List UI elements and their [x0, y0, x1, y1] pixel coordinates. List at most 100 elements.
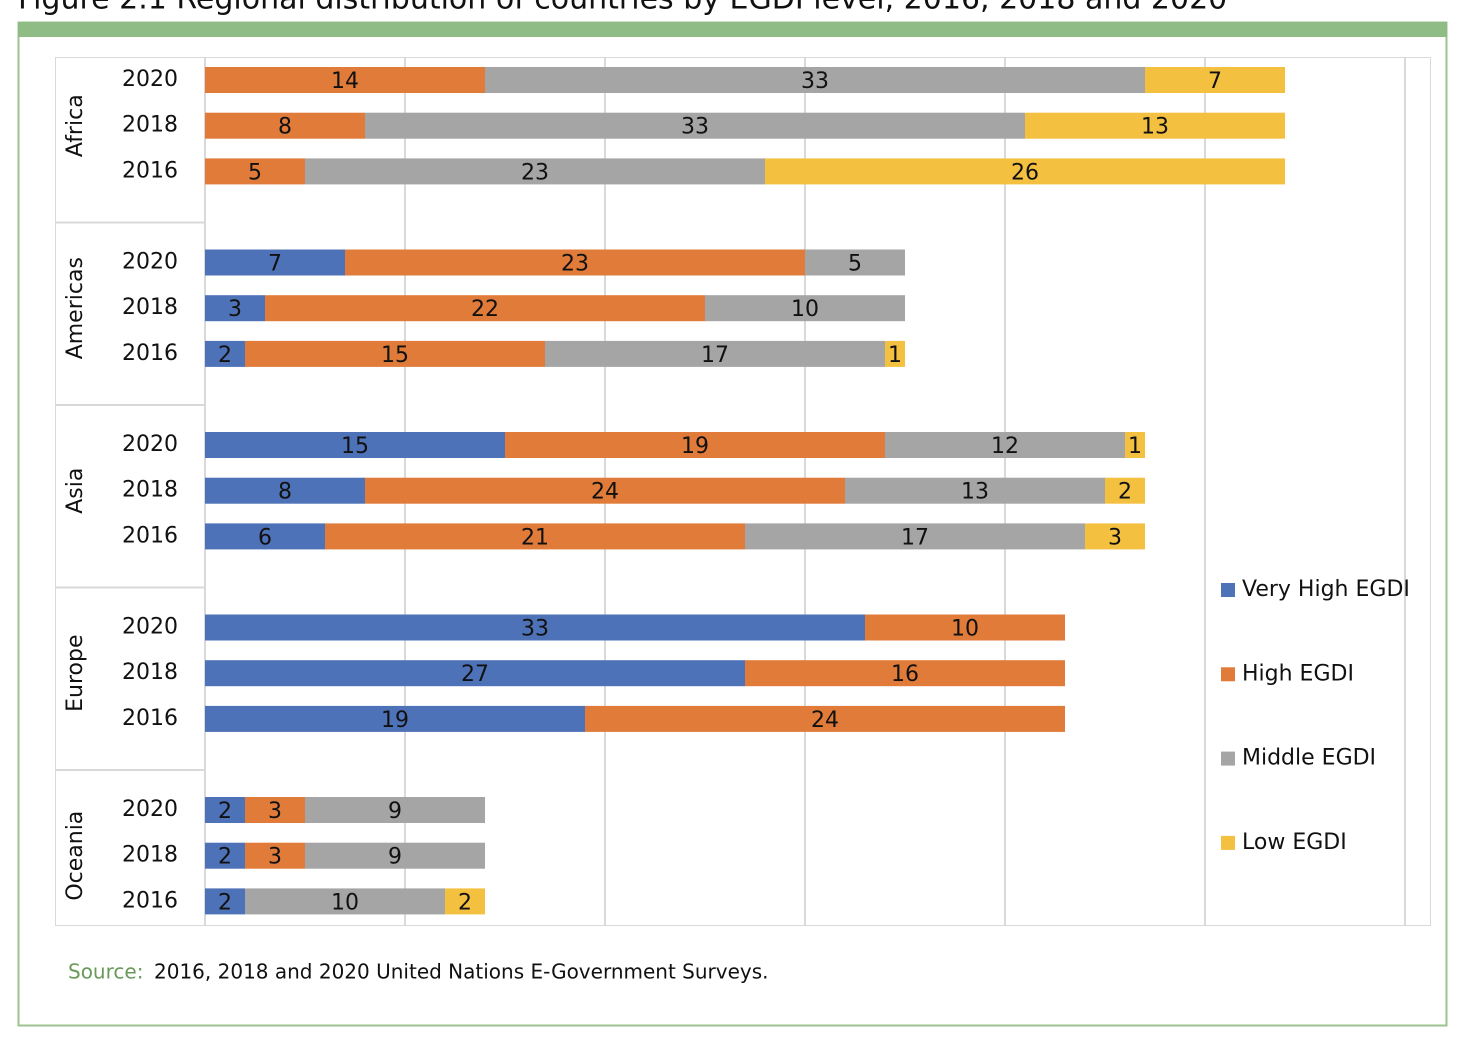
y-tick-label: 2018	[122, 660, 178, 685]
bar-segment	[205, 477, 365, 504]
bar-segment	[325, 523, 745, 550]
data-label: 19	[381, 708, 409, 733]
bar-segment	[1125, 432, 1145, 458]
bar-segment	[765, 158, 1285, 185]
bar-segment	[585, 705, 1065, 732]
data-label: 7	[1208, 69, 1222, 94]
bar-segment	[205, 249, 345, 276]
data-label: 10	[791, 297, 819, 322]
bar-segment	[205, 705, 585, 732]
bar-segment	[365, 477, 845, 504]
data-label: 14	[331, 69, 359, 94]
group-label: Europe	[63, 635, 88, 712]
bar-segment	[245, 888, 445, 915]
bar-segment	[885, 340, 905, 367]
data-label: 2	[1118, 480, 1132, 505]
group-label: Asia	[63, 468, 88, 514]
data-label: 33	[801, 69, 829, 94]
y-tick-label: 2020	[122, 250, 178, 275]
bar-segment	[305, 158, 765, 185]
y-tick-label: 2020	[122, 67, 178, 92]
data-label: 23	[521, 160, 549, 185]
data-label: 16	[891, 662, 919, 687]
legend-swatch	[1221, 667, 1235, 682]
data-label: 6	[258, 525, 272, 550]
data-label: 8	[278, 480, 292, 505]
bar-segment	[485, 67, 1145, 93]
legend-label: Very High EGDI	[1242, 577, 1410, 602]
data-label: 21	[521, 525, 549, 550]
bar-segment	[205, 295, 265, 322]
bar-segment	[365, 112, 1025, 139]
data-label: 2	[218, 343, 232, 368]
bar-segment	[505, 432, 885, 458]
data-label: 15	[341, 434, 369, 459]
bar-segment	[845, 477, 1105, 504]
bar-segment	[805, 249, 905, 276]
legend-swatch	[1221, 751, 1235, 766]
bar-segment	[865, 614, 1065, 641]
data-label: 10	[951, 617, 979, 642]
bar-segment	[205, 112, 365, 139]
source: 2016, 2018 and 2020 United Nations E-Gov…	[154, 960, 769, 984]
y-tick-label: 2018	[122, 843, 178, 868]
bar-segment	[205, 523, 325, 550]
legend-label: Low EGDI	[1242, 830, 1347, 855]
bar-segment	[545, 340, 885, 367]
data-label: 1	[1128, 434, 1142, 459]
legend-swatch	[1221, 583, 1235, 597]
chart-title: Figure 2.1 Regional distribution of coun…	[18, 0, 1227, 17]
bar-segment	[205, 842, 245, 869]
bar-segment	[745, 523, 1085, 550]
data-label: 13	[1141, 115, 1169, 140]
bar-segment	[205, 432, 505, 458]
data-label: 3	[268, 799, 282, 824]
bar-segment	[1105, 477, 1145, 504]
bar-segment	[205, 614, 865, 641]
data-label: 2	[218, 799, 232, 824]
bar-segment	[305, 797, 485, 823]
bar-segment	[205, 158, 305, 185]
y-tick-label: 2018	[122, 295, 178, 320]
data-label: 22	[471, 297, 499, 322]
bar-segment	[205, 797, 245, 823]
data-label: 1	[888, 343, 902, 368]
bar-segment	[345, 249, 805, 276]
bar-segment	[705, 295, 905, 322]
data-label: 8	[278, 115, 292, 140]
frame-band	[18, 22, 1447, 37]
bar-segment	[1145, 67, 1285, 93]
data-label: 5	[848, 252, 862, 277]
data-label: 12	[991, 434, 1019, 459]
data-label: 2	[218, 890, 232, 915]
data-label: 19	[681, 434, 709, 459]
bar-segment	[745, 660, 1065, 687]
plot-frame	[55, 57, 1431, 926]
data-label: 33	[521, 617, 549, 642]
data-label: 3	[268, 845, 282, 870]
group-label: Oceania	[63, 811, 88, 901]
data-label: 3	[1108, 525, 1122, 550]
data-label: 17	[701, 343, 729, 368]
bar-segment	[305, 842, 485, 869]
y-tick-label: 2016	[122, 158, 178, 183]
data-label: 15	[381, 343, 409, 368]
bar-segment	[205, 67, 485, 93]
y-tick-label: 2018	[122, 113, 178, 138]
group-label: Africa	[63, 94, 88, 157]
y-tick-label: 2018	[122, 478, 178, 503]
data-label: 24	[811, 708, 839, 733]
bar-segment	[205, 660, 745, 687]
data-label: 2	[218, 845, 232, 870]
bar-segment	[1025, 112, 1285, 139]
data-label: 2	[458, 890, 472, 915]
y-tick-label: 2020	[122, 797, 178, 822]
bar-segment	[445, 888, 485, 915]
y-tick-label: 2016	[122, 341, 178, 366]
data-label: 24	[591, 480, 619, 505]
legend-label: High EGDI	[1242, 661, 1354, 686]
data-label: 5	[248, 160, 262, 185]
y-tick-label: 2016	[122, 523, 178, 548]
